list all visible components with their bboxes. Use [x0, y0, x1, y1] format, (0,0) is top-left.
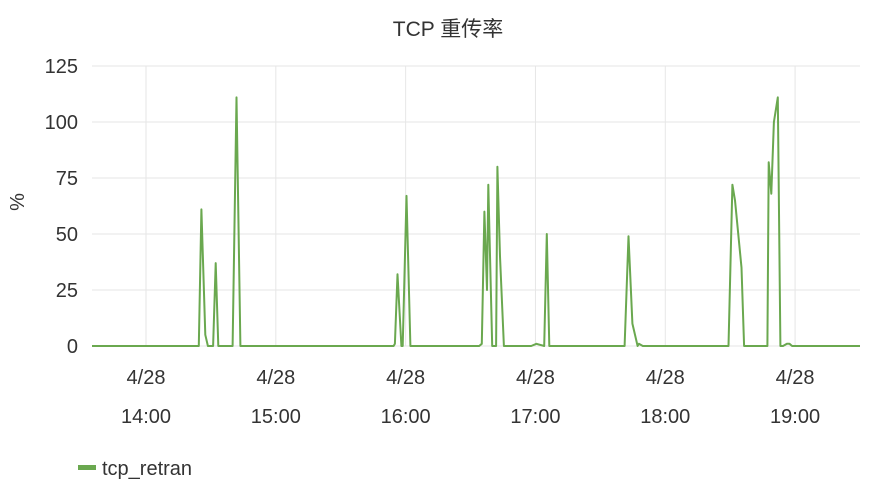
legend-swatch-tcp-retran: [78, 465, 96, 470]
x-tick-time-label: 19:00: [770, 406, 820, 428]
y-tick-label: 75: [56, 168, 78, 190]
y-tick-label: 125: [45, 56, 78, 78]
x-tick-date-label: 4/28: [127, 367, 166, 389]
x-tick-date-label: 4/28: [386, 367, 425, 389]
legend[interactable]: tcp_retran: [78, 458, 192, 480]
x-tick-time-label: 16:00: [381, 406, 431, 428]
y-tick-label: 100: [45, 112, 78, 134]
x-tick-date-label: 4/28: [256, 367, 295, 389]
legend-label-tcp-retran[interactable]: tcp_retran: [102, 458, 192, 480]
x-tick-date-label: 4/28: [776, 367, 815, 389]
x-tick-date-label: 4/28: [646, 367, 685, 389]
x-tick-time-label: 18:00: [640, 406, 690, 428]
x-tick-time-label: 14:00: [121, 406, 171, 428]
y-axis-label: %: [7, 193, 29, 211]
x-tick-time-label: 15:00: [251, 406, 301, 428]
series-line-tcp-retran[interactable]: [92, 96, 860, 347]
y-tick-label: 25: [56, 280, 78, 302]
x-tick-date-label: 4/28: [516, 367, 555, 389]
y-tick-label: 50: [56, 224, 78, 246]
chart-title: TCP 重传率: [393, 18, 503, 41]
y-tick-label: 0: [67, 336, 78, 358]
x-tick-time-label: 17:00: [510, 406, 560, 428]
